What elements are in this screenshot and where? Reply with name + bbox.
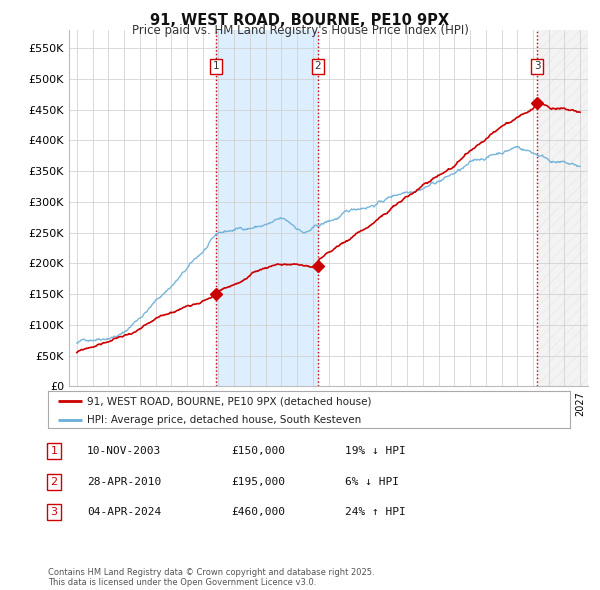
Text: 2: 2 bbox=[50, 477, 58, 487]
Text: Contains HM Land Registry data © Crown copyright and database right 2025.
This d: Contains HM Land Registry data © Crown c… bbox=[48, 568, 374, 587]
Text: 91, WEST ROAD, BOURNE, PE10 9PX (detached house): 91, WEST ROAD, BOURNE, PE10 9PX (detache… bbox=[87, 396, 371, 407]
Text: Price paid vs. HM Land Registry's House Price Index (HPI): Price paid vs. HM Land Registry's House … bbox=[131, 24, 469, 37]
Text: 6% ↓ HPI: 6% ↓ HPI bbox=[345, 477, 399, 487]
Bar bbox=[217, 30, 318, 386]
Text: £150,000: £150,000 bbox=[231, 447, 285, 456]
Text: 3: 3 bbox=[534, 61, 541, 71]
Text: 91, WEST ROAD, BOURNE, PE10 9PX: 91, WEST ROAD, BOURNE, PE10 9PX bbox=[151, 13, 449, 28]
Text: 19% ↓ HPI: 19% ↓ HPI bbox=[345, 447, 406, 456]
Text: 04-APR-2024: 04-APR-2024 bbox=[87, 507, 161, 517]
Text: 3: 3 bbox=[50, 507, 58, 517]
Text: 28-APR-2010: 28-APR-2010 bbox=[87, 477, 161, 487]
Text: 1: 1 bbox=[213, 61, 220, 71]
Text: 1: 1 bbox=[50, 447, 58, 456]
Text: 10-NOV-2003: 10-NOV-2003 bbox=[87, 447, 161, 456]
Text: HPI: Average price, detached house, South Kesteven: HPI: Average price, detached house, Sout… bbox=[87, 415, 361, 425]
Text: £195,000: £195,000 bbox=[231, 477, 285, 487]
Text: 24% ↑ HPI: 24% ↑ HPI bbox=[345, 507, 406, 517]
Text: 2: 2 bbox=[314, 61, 321, 71]
Text: £460,000: £460,000 bbox=[231, 507, 285, 517]
